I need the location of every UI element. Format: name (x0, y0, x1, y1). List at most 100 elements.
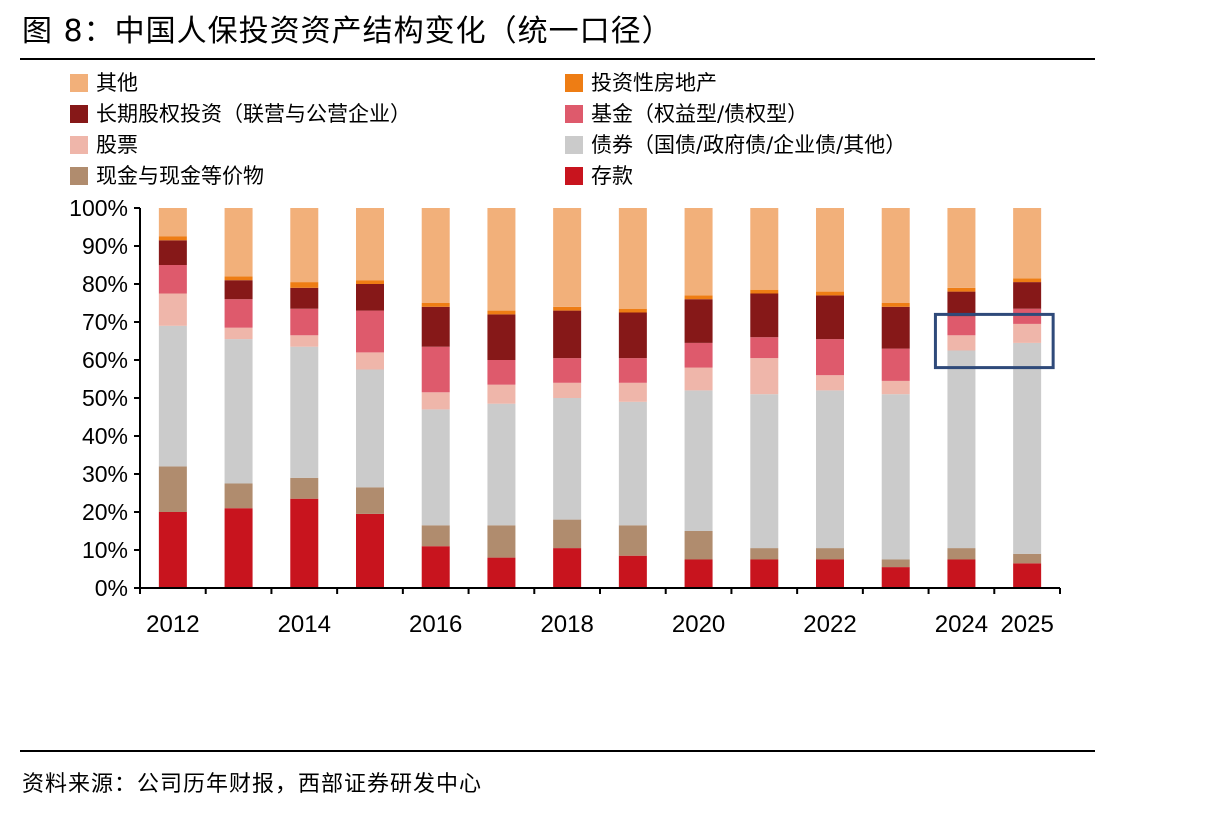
bottom-rule (20, 750, 1095, 752)
bar-segment (356, 208, 384, 281)
bar-segment (158, 240, 187, 265)
legend-swatch (565, 167, 583, 185)
bar-segment (224, 483, 253, 509)
top-rule (20, 58, 1095, 60)
y-tick-label: 90% (82, 233, 128, 259)
x-tick-label: 2025 (1000, 611, 1053, 638)
bar-segment (290, 282, 319, 288)
bar-segment (421, 303, 450, 307)
bar-segment (618, 308, 647, 313)
bar-segment (1013, 208, 1042, 279)
bar-segment (553, 382, 582, 398)
bar-segment (947, 208, 976, 288)
bar-segment (816, 291, 844, 296)
y-tick-label: 100% (69, 195, 128, 221)
legend-label: 债券（国债/政府债/企业债/其他） (591, 133, 906, 157)
bar-segment (356, 513, 384, 588)
x-tick-label: 2020 (672, 611, 725, 638)
bar-segment (947, 291, 976, 317)
legend-swatch (70, 167, 88, 185)
bar-segment (947, 287, 976, 292)
bar-segment (947, 548, 976, 560)
bar-segment (618, 358, 647, 383)
bar-segment (684, 208, 713, 296)
bar-segment (553, 208, 582, 307)
bar-segment (1013, 323, 1042, 343)
bar-segment (750, 358, 779, 395)
bar-segment (881, 306, 910, 349)
bar-segment (487, 208, 516, 311)
bar-segment (750, 548, 779, 560)
bar-segment (158, 208, 187, 237)
y-tick-label: 40% (82, 423, 128, 449)
bar-segment (290, 477, 319, 499)
x-tick-label: 2016 (409, 611, 462, 638)
bar-segment (158, 236, 187, 241)
bar-segment (356, 284, 384, 311)
bar-segment (158, 265, 187, 294)
bar-segment (158, 466, 187, 512)
bar-segment (158, 325, 187, 467)
bar-segment (947, 559, 976, 588)
bar-segment (224, 327, 253, 340)
bar-segment (487, 525, 516, 558)
bar-segment (881, 394, 910, 560)
legend-swatch (70, 136, 88, 154)
bar-segment (553, 358, 582, 383)
bar-segment (224, 208, 253, 277)
x-tick-label: 2018 (540, 611, 593, 638)
bar-segment (750, 208, 779, 290)
bar-segment (553, 519, 582, 549)
x-tick-label: 2012 (146, 611, 199, 638)
bar-segment (684, 531, 713, 560)
source-note: 资料来源：公司历年财报，西部证券研发中心 (22, 772, 483, 797)
bar-segment (421, 306, 450, 347)
bar-segment (618, 525, 647, 556)
bar-segment (421, 409, 450, 526)
bar-segment (881, 380, 910, 395)
bar-segment (553, 310, 582, 359)
bar-segment (356, 280, 384, 284)
bar-segment (684, 559, 713, 588)
bar-segment (618, 208, 647, 309)
x-tick-label: 2024 (935, 611, 988, 638)
bar-segment (421, 392, 450, 410)
bar-segment (158, 512, 187, 588)
bar-segment (881, 303, 910, 307)
bar-segment (881, 348, 910, 381)
bar-segment (618, 401, 647, 526)
figure-title: 图 8：中国人保投资资产结构变化（统一口径） (22, 14, 673, 49)
bar-segment (684, 390, 713, 531)
bar-segment (1013, 282, 1042, 309)
legend-label: 股票 (96, 133, 138, 157)
bar-segment (1013, 553, 1042, 564)
bar-segment (947, 316, 976, 336)
legend-label: 投资性房地产 (591, 71, 717, 95)
legend-swatch (565, 74, 583, 92)
bar-segment (224, 299, 253, 328)
y-tick-label: 10% (82, 537, 128, 563)
bar-segment (750, 293, 779, 338)
bar-segment (224, 280, 253, 300)
bar-segment (881, 567, 910, 588)
bar-segment (1013, 308, 1042, 324)
bar-segment (290, 308, 319, 336)
legend-label: 基金（权益型/债权型） (591, 102, 808, 126)
legend-swatch (565, 136, 583, 154)
bar-segment (816, 208, 844, 292)
bar-segment (356, 352, 384, 370)
y-tick-label: 0% (95, 575, 128, 601)
bar-segment (158, 293, 187, 326)
bar-segment (684, 367, 713, 391)
bar-segment (816, 559, 844, 588)
bar-segment (487, 557, 516, 588)
bar-segment (290, 498, 319, 588)
bar-segment (487, 384, 516, 404)
bar-segment (290, 287, 319, 309)
bar-segment (816, 339, 844, 376)
bar-segment (421, 208, 450, 303)
bar-segment (684, 342, 713, 368)
bar-segment (618, 555, 647, 588)
y-tick-label: 80% (82, 271, 128, 297)
